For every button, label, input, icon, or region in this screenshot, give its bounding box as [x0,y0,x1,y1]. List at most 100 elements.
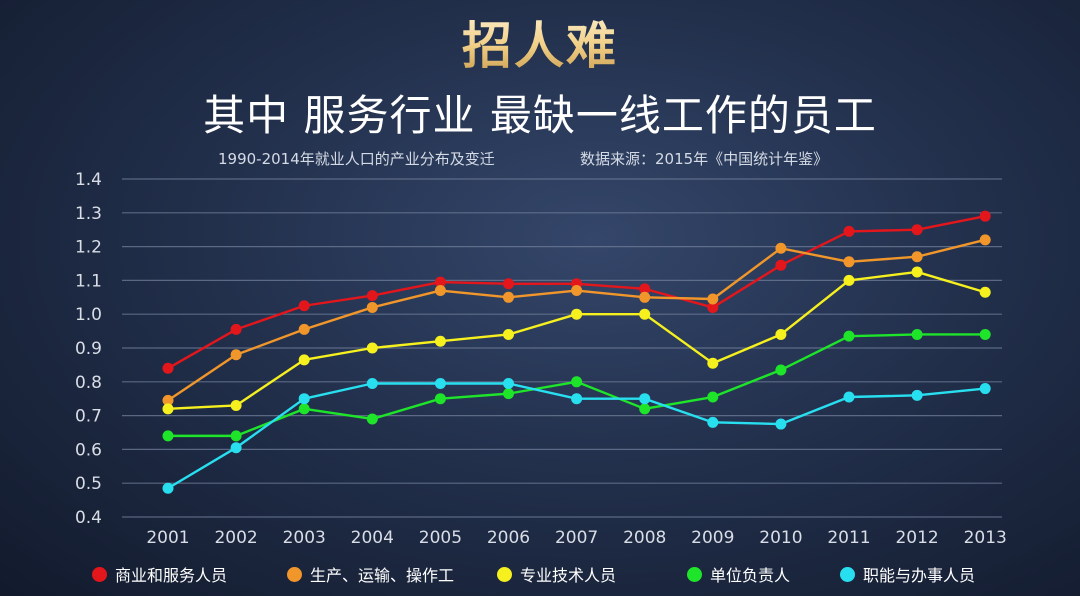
page-title: 招人难 [0,6,1080,78]
data-point-s1-2013 [979,210,991,222]
data-point-s5-2003 [298,393,310,405]
x-tick-label: 2001 [146,528,189,548]
data-point-s1-2002 [230,323,242,335]
data-point-s1-2008 [639,283,651,295]
data-point-s2-2007 [571,285,583,297]
x-tick-label: 2013 [964,528,1007,548]
data-point-s3-2010 [775,328,787,340]
data-source: 数据来源：2015年《中国统计年鉴》 [580,150,829,168]
legend-item-3: 专业技术人员 [497,562,616,586]
data-point-s5-2009 [707,416,719,428]
data-point-s2-2005 [434,285,446,297]
x-tick-label: 2003 [283,528,326,548]
data-point-s5-2006 [503,377,514,389]
data-point-s3-2012 [911,266,923,278]
data-point-s2-2008 [639,291,651,303]
data-point-s1-2003 [298,300,310,312]
y-tick-label: 0.4 [75,508,102,528]
data-point-s4-2004 [366,413,378,425]
data-point-s3-2007 [571,308,583,320]
data-point-s3-2005 [434,335,446,347]
data-point-s5-2012 [911,389,923,401]
x-tick-label: 2008 [623,528,666,548]
y-tick-label: 1.2 [75,238,102,258]
data-point-s5-2004 [366,377,378,389]
data-point-s1-2010 [775,259,787,271]
data-point-s5-2001 [162,482,174,494]
data-point-s1-2001 [162,362,174,374]
data-point-s1-2004 [366,290,378,302]
data-point-s2-2003 [298,323,310,335]
x-tick-label: 2005 [419,528,462,548]
legend-label: 职能与办事人员 [863,566,976,585]
legend-item-5: 职能与办事人员 [840,562,975,586]
data-point-s2-2004 [366,301,378,313]
data-point-s5-2007 [571,393,583,405]
y-tick-label: 1.3 [75,204,102,224]
data-point-s5-2011 [843,391,855,403]
data-point-s5-2002 [230,442,242,454]
data-point-s2-2010 [775,242,787,254]
data-point-s3-2013 [979,286,991,298]
y-tick-label: 0.6 [75,440,102,460]
y-tick-label: 0.5 [75,474,102,494]
data-point-s4-2012 [911,328,923,340]
data-point-s2-2009 [707,293,719,305]
data-point-s4-2001 [162,430,174,442]
legend-item-4: 单位负责人 [687,562,790,586]
data-point-s2-2001 [162,394,174,406]
data-point-s3-2001 [162,403,174,415]
data-point-s2-2006 [503,291,514,303]
data-point-s5-2010 [775,418,787,430]
data-point-s5-2013 [979,383,991,395]
data-point-s4-2007 [571,376,583,388]
legend-swatch [840,566,855,582]
legend-label: 生产、运输、操作工 [310,566,455,585]
page-subtitle: 其中 服务行业 最缺一线工作的员工 [203,91,877,140]
data-point-s3-2006 [503,328,514,340]
y-tick-label: 1.1 [75,271,102,291]
data-point-s2-2012 [911,251,923,263]
legend-label: 专业技术人员 [520,566,617,585]
data-point-s4-2011 [843,330,855,342]
x-tick-label: 2012 [895,528,938,548]
data-point-s3-2011 [843,274,855,286]
data-point-s1-2012 [911,224,923,236]
legend-item-2: 生产、运输、操作工 [287,562,454,586]
data-point-s4-2010 [775,364,787,376]
legend-item-1: 商业和服务人员 [92,562,227,586]
data-point-s4-2002 [230,430,242,442]
x-tick-label: 2007 [555,528,598,548]
data-point-s2-2002 [230,349,242,361]
x-tick-label: 2010 [759,528,802,548]
data-point-s3-2004 [366,342,378,354]
y-tick-label: 0.8 [75,373,102,393]
legend-swatch [497,566,512,582]
y-tick-label: 1.0 [75,305,102,325]
data-point-s4-2013 [979,328,991,340]
data-point-s4-2006 [503,388,514,400]
data-point-s3-2002 [230,399,242,411]
legend-swatch [687,566,702,582]
data-point-s5-2008 [639,393,651,405]
x-tick-label: 2002 [214,528,257,548]
y-tick-label: 0.9 [75,339,102,359]
data-point-s2-2013 [979,234,991,246]
data-point-s4-2008 [639,403,651,415]
data-point-s3-2009 [707,357,719,369]
data-point-s4-2003 [298,403,310,415]
data-point-s1-2005 [434,276,446,288]
legend-label: 单位负责人 [710,566,791,585]
x-tick-label: 2006 [487,528,530,548]
legend-label: 商业和服务人员 [115,566,228,585]
data-point-s5-2005 [434,377,446,389]
data-point-s4-2005 [434,393,446,405]
data-point-s2-2011 [843,256,855,268]
x-tick-label: 2009 [691,528,734,548]
data-point-s1-2009 [707,301,719,313]
data-point-s1-2011 [843,225,855,237]
y-tick-label: 1.4 [75,170,102,190]
y-tick-label: 0.7 [75,407,102,427]
chart-legend: 商业和服务人员 生产、运输、操作工 专业技术人员 单位负责人 职能与办事人员 [0,562,1080,590]
